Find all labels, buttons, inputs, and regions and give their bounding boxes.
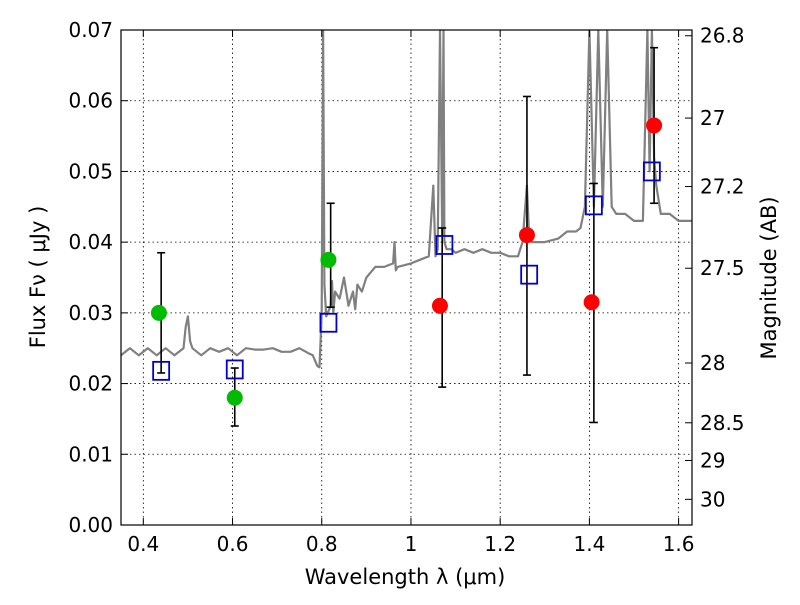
y2-tick-label: 29 [700, 449, 725, 473]
grid-layer [121, 30, 692, 525]
y-tick-label: 0.07 [68, 18, 113, 42]
y-tick-label: 0.01 [68, 442, 113, 466]
y2-tick-label: 30 [700, 487, 725, 511]
data-point-square [319, 312, 338, 333]
y2-tick-label: 26.8 [700, 24, 745, 48]
y-tick-label: 0.00 [68, 513, 113, 537]
y-tick-label: 0.02 [68, 372, 113, 396]
plot-frame [120, 29, 693, 526]
y-tick-label: 0.05 [68, 159, 113, 183]
data-point [583, 294, 600, 311]
data-point-square [584, 195, 603, 216]
spectrum-layer [121, 30, 692, 369]
y-tick-label: 0.04 [68, 230, 113, 254]
y2-tick-label: 27 [700, 106, 725, 130]
x-tick-label: 1.6 [663, 532, 695, 556]
y2-tick-label: 28 [700, 351, 725, 375]
marker-layer [150, 117, 663, 406]
x-tick-label: 0.4 [127, 532, 159, 556]
data-point-square [225, 359, 244, 380]
data-point-square [435, 235, 454, 255]
y-tick-label: 0.03 [68, 301, 113, 325]
tick-layer: 0.4 0.6 0.8 1 1.2 1.4 1.6 0.00 0.01 0.02 0.03 0.04 0… [68, 18, 744, 556]
x-tick-label: 0.6 [217, 532, 249, 556]
y-tick-label: 0.06 [68, 89, 113, 113]
data-point-square [520, 264, 539, 285]
y-axis-label: Flux Fν ( μJy ) [26, 206, 50, 349]
y2-tick-label: 27.2 [700, 175, 745, 199]
data-point [150, 304, 167, 321]
x-axis-label: Wavelength λ (μm) [305, 565, 506, 589]
data-point [226, 389, 243, 406]
data-point [320, 251, 337, 268]
x-tick-label: 0.8 [306, 532, 338, 556]
errorbar-layer [157, 46, 659, 427]
y2-tick-label: 28.5 [700, 411, 745, 435]
y2-tick-label: 27.5 [700, 256, 745, 280]
y2-axis-label: Magnitude (AB) [757, 196, 781, 359]
x-tick-label: 1 [405, 532, 418, 556]
x-tick-label: 1.4 [573, 532, 605, 556]
x-tick-label: 1.2 [484, 532, 516, 556]
data-point [431, 297, 448, 314]
data-point-square [642, 161, 661, 182]
data-point [646, 117, 663, 134]
data-point [518, 227, 535, 244]
data-point-square [152, 360, 171, 381]
spectrum-line [121, 30, 692, 369]
